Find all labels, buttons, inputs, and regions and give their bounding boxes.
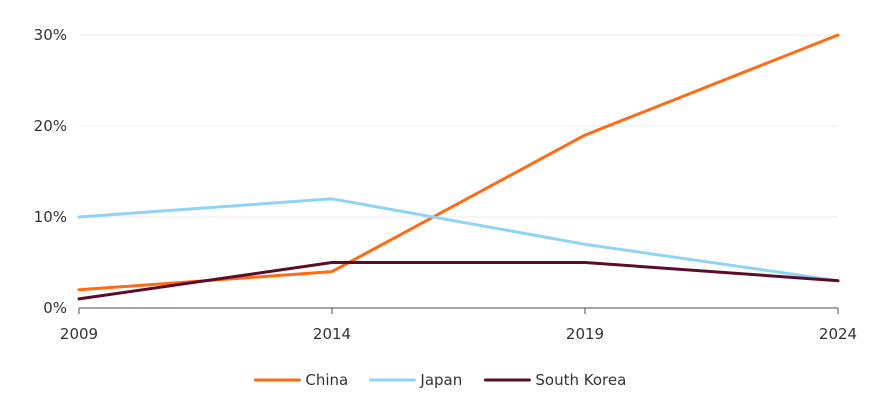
series-line-china <box>77 33 840 292</box>
legend-label-south-korea: South Korea <box>535 371 626 389</box>
series-lines <box>77 33 840 301</box>
x-tick-label: 2014 <box>313 325 351 343</box>
legend-label-japan: Japan <box>419 371 462 389</box>
legend: China Japan South Korea <box>253 371 626 389</box>
y-tick-label: 0% <box>43 299 67 317</box>
x-tick-label: 2019 <box>566 325 604 343</box>
y-axis-tick-labels: 0% 10% 20% 30% <box>34 26 67 317</box>
y-tick-label: 30% <box>34 26 67 44</box>
legend-label-china: China <box>305 371 348 389</box>
x-tick-label: 2009 <box>60 325 98 343</box>
series-line-japan <box>77 197 840 283</box>
gridlines <box>79 34 838 218</box>
x-axis-tick-labels: 2009 2014 2019 2024 <box>60 308 857 343</box>
y-tick-label: 20% <box>34 117 67 135</box>
y-tick-label: 10% <box>34 208 67 226</box>
series-line-south-korea <box>77 261 840 301</box>
x-tick-label: 2024 <box>819 325 857 343</box>
